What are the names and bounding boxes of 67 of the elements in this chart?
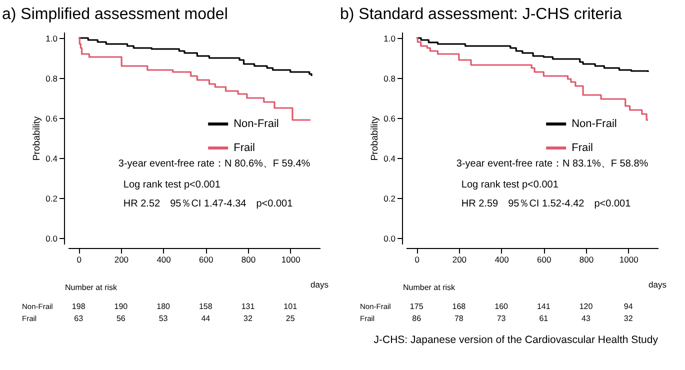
text: 63 [74,314,84,323]
y-tick-label: 1.0 [46,34,58,44]
annotation: 3-year event-free rate：N 80.6%、F 59.4% [118,158,310,170]
y-tick-label: 0.2 [384,194,396,204]
y-tick-label: 0.6 [46,114,58,124]
text: 78 [454,314,464,323]
y-axis-title: Probability [32,116,43,161]
chart-title: b) Standard assessment: J-CHS criteria [340,6,622,23]
text: 43 [582,314,591,323]
annotation: 3-year event-free rate：N 83.1%、F 58.8% [456,158,648,170]
text: 32 [244,314,253,323]
text: 25 [286,314,296,323]
x-tick-label: 0 [76,254,82,264]
y-tick-label: 0.8 [384,74,396,84]
x-tick-label: 600 [199,254,214,264]
y-tick-label: 0.4 [46,154,58,164]
annotation: HR 2.59 95％CI 1.52-4.42 p<0.001 [461,198,632,210]
y-tick-label: 0.0 [46,234,58,244]
text: 190 [114,302,128,311]
x-tick-label: 600 [537,254,552,264]
text: 160 [494,302,509,311]
y-tick-label: 0.8 [46,74,58,84]
text: 56 [116,314,126,323]
text: 141 [536,302,551,311]
y-tick-label: 0.6 [384,114,396,124]
x-tick-label: 1000 [619,254,639,264]
x-tick-label: 200 [452,254,467,264]
x-tick-label: 400 [156,254,172,264]
annotation: Log rank test p<0.001 [123,180,221,191]
text: 44 [201,314,211,323]
annotation: HR 2.52 95％CI 1.47-4.34 p<0.001 [123,198,294,210]
legend-label: Frail [572,142,593,154]
text: Number at risk [65,283,118,292]
text: Number at risk [403,283,456,292]
y-tick-label: 1.0 [384,34,396,44]
text: 180 [156,302,171,311]
x-tick-label: 200 [114,254,129,264]
text: 168 [452,302,466,311]
text: 61 [539,314,549,323]
y-tick-label: 0.0 [384,234,396,244]
x-axis-title: days [648,280,666,290]
text: 53 [158,314,168,323]
x-tick-label: 400 [494,254,510,264]
x-tick-label: 800 [241,254,256,264]
x-tick-label: 1000 [281,254,301,264]
text: 131 [241,302,256,311]
y-axis-title: Probability [370,116,381,161]
text: 175 [410,302,424,311]
text: 158 [198,302,213,311]
text: 73 [496,314,506,323]
y-tick-label: 0.4 [384,154,396,164]
annotation: Log rank test p<0.001 [461,180,559,191]
text: 86 [412,314,422,323]
text: 32 [624,314,634,323]
legend-label: Non-Frail [234,118,279,130]
text: 94 [624,302,634,311]
x-axis-title: days [310,280,328,290]
chart-title: a) Simplified assessment model [2,6,228,23]
x-tick-label: 0 [414,254,420,264]
text: J-CHS: Japanese version of the Cardiovascular Health Study [374,334,659,346]
text: 101 [284,302,298,311]
text: 198 [72,302,86,311]
x-tick-label: 800 [579,254,594,264]
legend-label: Non-Frail [572,118,617,130]
legend-label: Frail [234,142,255,154]
y-tick-label: 0.2 [46,194,58,204]
text: 120 [579,302,594,311]
